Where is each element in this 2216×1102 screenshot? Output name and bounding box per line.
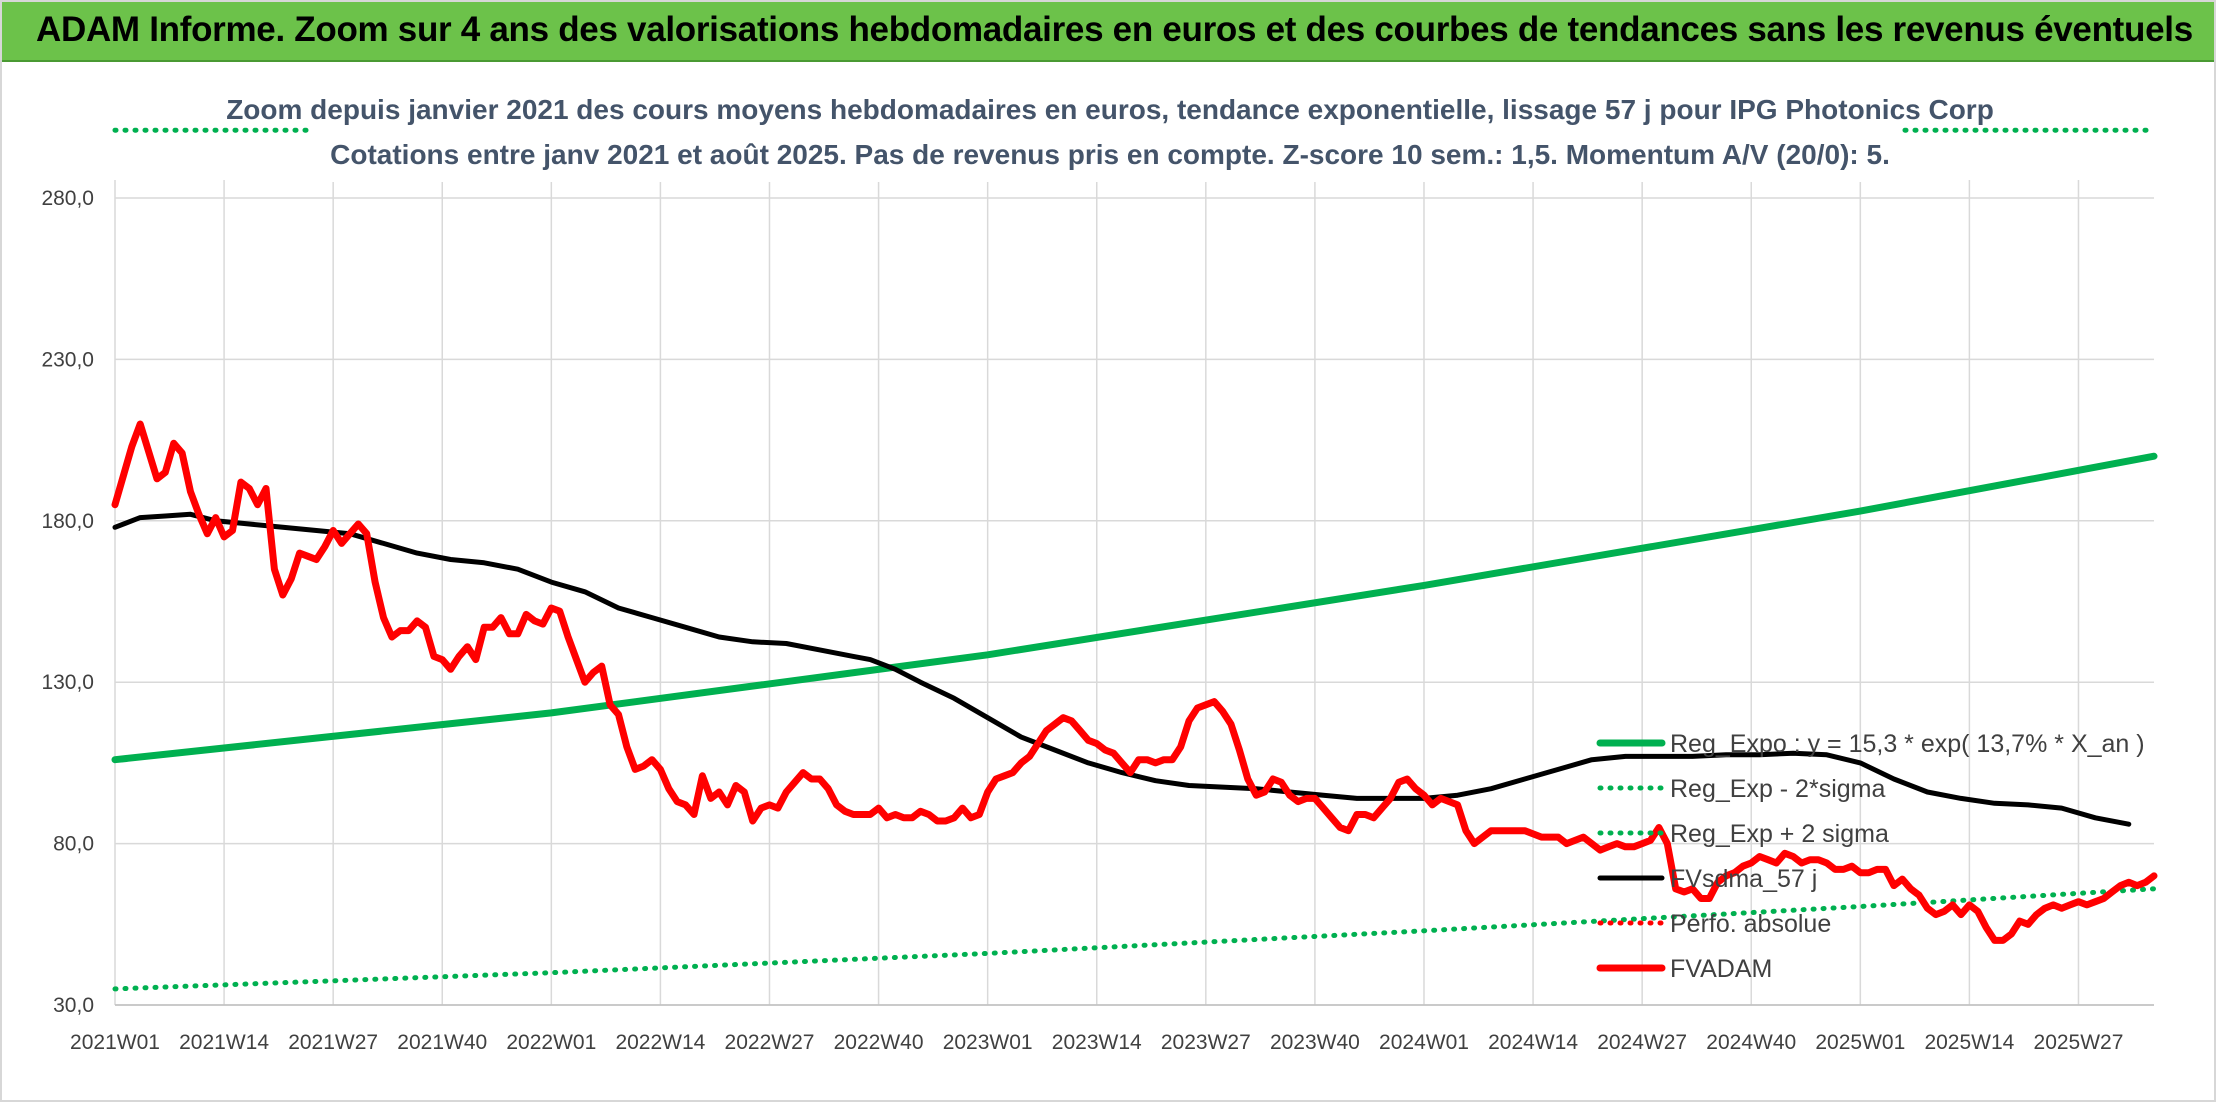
legend-label-fvsdma-57j: FVsdma_57 j [1670,865,1817,893]
x-tick-label: 2023W14 [1052,1031,1142,1054]
legend-label-reg-minus-2sigma: Reg_Exp - 2*sigma [1670,775,1885,803]
legend-label-fvadam: FVADAM [1670,955,1772,983]
legend-label-reg-plus-2sigma: Reg_Exp + 2 sigma [1670,820,1889,848]
x-tick-label: 2022W40 [834,1031,924,1054]
y-tick-label: 30,0 [53,994,94,1017]
series-line-reg-minus-2sigma [112,886,2157,992]
x-tick-label: 2022W01 [506,1031,596,1054]
x-tick-label: 2023W40 [1270,1031,1360,1054]
y-tick-label: 80,0 [53,833,94,856]
chart-title-line2: Cotations entre janv 2021 et août 2025. … [330,139,1890,170]
y-tick-label: 180,0 [41,510,94,533]
axes: 280,0 230,0 180,0 130,0 80,0 30,0 2021W01 2021W… [41,187,2154,1054]
grid [114,180,2154,1006]
chart-title-line1: Zoom depuis janvier 2021 des cours moyen… [226,94,1994,125]
series-line-fvsdma-57j [112,511,2132,827]
y-tick-label: 230,0 [41,348,94,371]
x-tick-label: 2024W40 [1706,1031,1796,1054]
header-bar: ADAM Informe. Zoom sur 4 ans des valoris… [2,2,2214,62]
chart-title-block: Zoom depuis janvier 2021 des cours moyen… [226,84,1994,182]
series-line-reg-expo [111,452,2158,764]
legend-label-perfo-absolue: Perfo. absolue [1670,910,1831,938]
x-tick-label: 2024W01 [1379,1031,1469,1054]
x-tick-label: 2022W27 [725,1031,815,1054]
x-tick-label: 2025W01 [1815,1031,1905,1054]
legend-label-reg-expo: Reg_Expo : y = 15,3 * exp( 13,7% * X_an … [1670,730,2145,758]
x-tick-label: 2024W14 [1488,1031,1578,1054]
x-tick-label: 2023W27 [1161,1031,1251,1054]
x-tick-label: 2023W01 [943,1031,1033,1054]
y-tick-label: 130,0 [41,671,94,694]
x-tick-label: 2022W14 [615,1031,705,1054]
y-tick-label: 280,0 [41,187,94,210]
x-tick-label: 2024W27 [1597,1031,1687,1054]
legend: Reg_Expo : y = 15,3 * exp( 13,7% * X_an … [1596,730,2145,983]
x-tick-label: 2021W01 [70,1031,160,1054]
x-tick-label: 2021W14 [179,1031,269,1054]
x-tick-label: 2021W40 [397,1031,487,1054]
x-tick-label: 2025W14 [1924,1031,2014,1054]
series-line-fvadam [111,420,2158,944]
page-title: ADAM Informe. Zoom sur 4 ans des valoris… [36,10,2193,49]
x-tick-label: 2021W27 [288,1031,378,1054]
x-tick-label: 2025W27 [2034,1031,2124,1054]
